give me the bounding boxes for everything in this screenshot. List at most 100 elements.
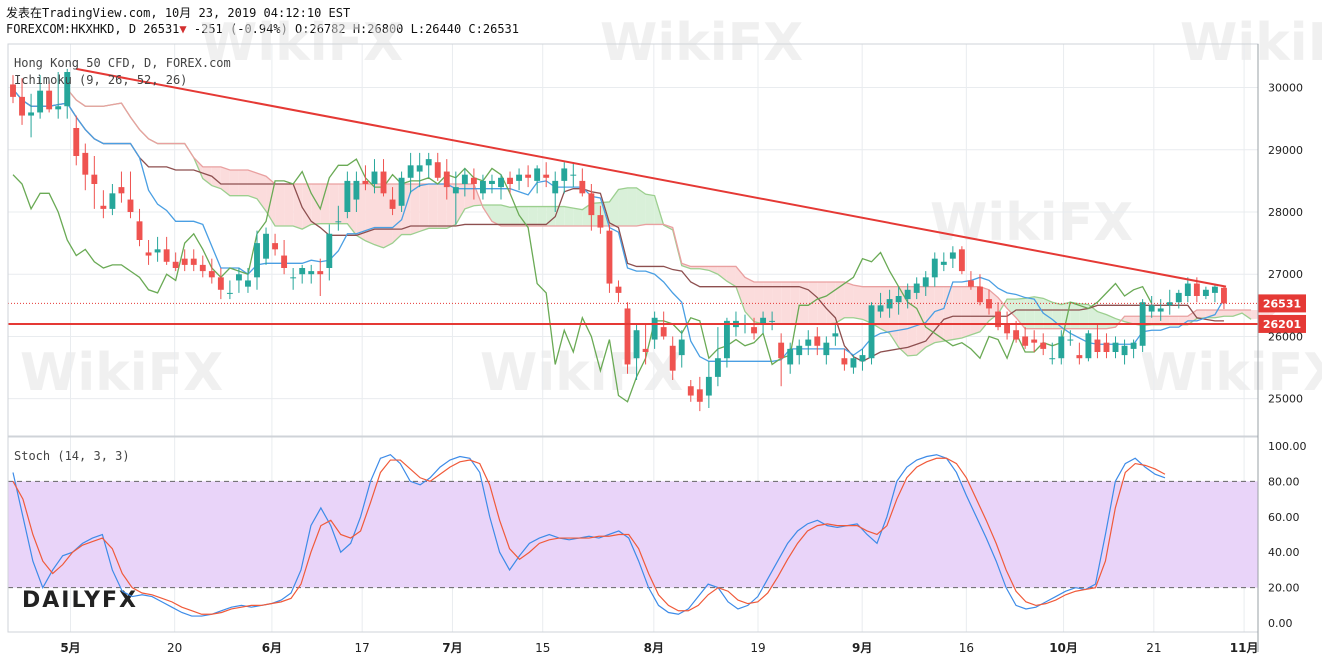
stoch-y-tick-label: 80.00 — [1268, 475, 1300, 488]
candle-body — [1094, 339, 1101, 352]
cloud-segment — [889, 286, 899, 348]
candle-body — [660, 327, 667, 337]
tenkan-line — [12, 88, 1225, 362]
wikifx-watermark: WikiFX — [1180, 13, 1322, 73]
cloud-segment — [708, 266, 718, 275]
y-tick-label: 30000 — [1268, 82, 1303, 95]
candles — [10, 68, 1227, 412]
candle-body — [760, 317, 767, 324]
candle-body — [317, 271, 324, 275]
candle-body — [958, 249, 965, 272]
cloud-segment — [636, 187, 646, 226]
candle-body — [425, 159, 432, 166]
wikifx-watermark: WikiFX — [600, 13, 803, 73]
last-price-tag — [1258, 294, 1306, 313]
candle-body — [263, 233, 269, 259]
candle-body — [832, 333, 839, 337]
candle-body — [1022, 336, 1029, 346]
overlays: 26531 26201 — [8, 67, 1306, 333]
candle-body — [190, 258, 197, 265]
candle-body — [615, 286, 622, 293]
candle-body — [1112, 342, 1119, 352]
stoch-y-tick-label: 20.00 — [1268, 582, 1300, 595]
cloud-segment — [293, 184, 303, 230]
cloud-segment — [952, 286, 962, 340]
candle-body — [235, 274, 242, 281]
wikifx-watermark: WikiFX — [20, 343, 223, 403]
candle-body — [181, 258, 188, 265]
cloud-segment — [446, 184, 456, 229]
candle-body — [507, 177, 513, 184]
trendline — [76, 67, 1227, 288]
candle-body — [1067, 339, 1074, 341]
stoch-d-line — [12, 457, 1166, 615]
cloud-segment — [284, 184, 294, 226]
candle-body — [461, 174, 468, 184]
candle-body — [335, 221, 342, 223]
candle-body — [208, 271, 215, 278]
candle-body — [226, 292, 233, 294]
candle-body — [769, 320, 776, 322]
x-tick-label: 17 — [355, 641, 370, 655]
candle-body — [118, 187, 125, 194]
candle-body — [272, 243, 279, 250]
candle-body — [913, 283, 920, 293]
candle-body — [479, 180, 486, 194]
candle-body — [570, 174, 577, 176]
cloud-segment — [275, 184, 285, 226]
candle-body — [1121, 345, 1128, 356]
stoch-k-line — [12, 454, 1166, 617]
cloud-segment — [428, 184, 438, 229]
candle-body — [1031, 339, 1038, 343]
candle-body — [353, 180, 360, 200]
candle-body — [561, 168, 568, 181]
candle-body — [82, 152, 89, 175]
cloud-segment — [1061, 302, 1071, 329]
x-tick-label: 6月 — [262, 641, 282, 655]
wikifx-watermark: WikiFX — [1140, 343, 1322, 403]
candle-body — [967, 280, 974, 287]
x-tick-label: 19 — [750, 641, 765, 655]
cloud-segment — [510, 206, 520, 226]
candle-body — [931, 258, 938, 278]
x-tick-label: 21 — [1146, 641, 1161, 655]
candle-body — [841, 358, 848, 365]
candle-body — [290, 277, 297, 279]
candle-body — [669, 345, 676, 371]
candle-body — [91, 174, 98, 184]
candle-body — [344, 180, 351, 212]
cloud-segment — [238, 170, 248, 196]
ichimoku-label: Ichimoku (9, 26, 52, 26) — [14, 73, 188, 87]
x-tick-label: 16 — [959, 641, 974, 655]
span-a-line — [66, 88, 1252, 357]
cloud-segment — [564, 206, 574, 226]
candle-body — [498, 177, 504, 188]
candle-body — [46, 90, 53, 110]
line-price-tag — [1258, 314, 1306, 333]
candle-body — [299, 268, 306, 275]
x-tick-label: 5月 — [60, 641, 80, 655]
wikifx-watermark: WikiFX — [930, 193, 1133, 253]
candle-body — [172, 261, 179, 268]
cloud-segment — [934, 286, 944, 343]
candle-body — [371, 171, 378, 184]
candle-body — [362, 180, 369, 184]
ichimoku-lines — [12, 88, 1252, 403]
stoch-label: Stoch (14, 3, 3) — [14, 449, 130, 463]
candle-body — [1184, 283, 1191, 296]
cloud-segment — [537, 206, 547, 226]
candle-body — [823, 342, 830, 356]
cloud-segment — [645, 194, 655, 225]
cloud-segment — [1034, 296, 1044, 329]
cloud-segment — [880, 286, 890, 334]
candle-body — [19, 96, 25, 116]
change-text: -251 (-0.94%) — [193, 22, 288, 36]
candle-body — [714, 358, 721, 377]
cloud-segment — [419, 184, 429, 232]
candle-body — [37, 90, 44, 113]
candle-body — [308, 271, 315, 275]
last-price-tag-text: 26531 — [1263, 297, 1301, 310]
candle-body — [534, 168, 541, 181]
candle-body — [407, 165, 414, 178]
